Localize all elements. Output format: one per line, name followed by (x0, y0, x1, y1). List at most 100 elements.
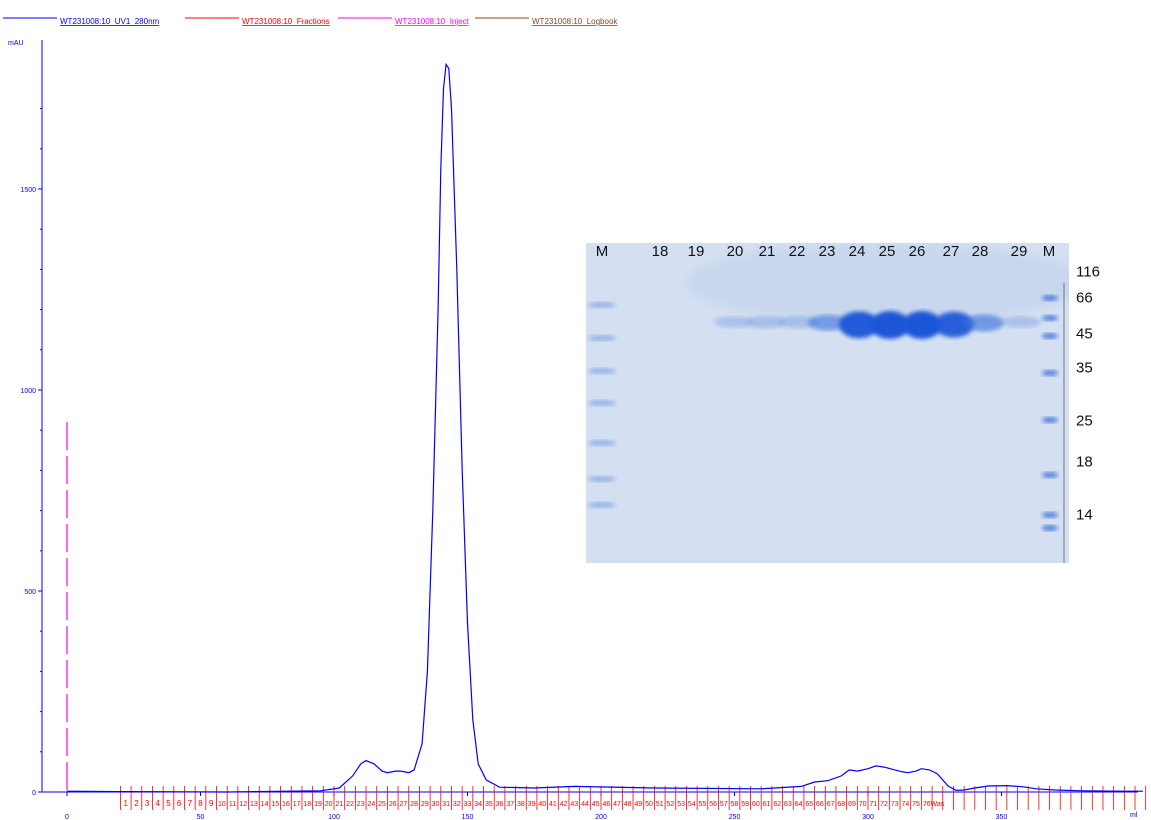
x-tick-label: 150 (462, 814, 474, 820)
protein-band (778, 315, 818, 329)
gel-lane-label: M (595, 243, 609, 260)
fraction-label: 39 (528, 801, 536, 808)
fraction-label: 42 (560, 801, 568, 808)
fraction-label: 7 (188, 799, 193, 808)
fraction-label: 59 (741, 801, 749, 808)
x-tick-label: 100 (328, 814, 340, 820)
fraction-label: 37 (506, 801, 514, 808)
fraction-label: 65 (805, 801, 813, 808)
fraction-label: 11 (229, 801, 236, 808)
fraction-label: 13 (250, 801, 258, 808)
sds-page-gel-image (586, 243, 1069, 563)
legend-label: WT231008:10_Fractions (242, 17, 330, 26)
x-axis-title: ml (1130, 812, 1138, 819)
fraction-label: 76 (923, 801, 931, 808)
protein-band (964, 314, 1004, 332)
marker-band (588, 502, 616, 508)
fraction-label: 43 (570, 801, 578, 808)
fraction-label: 47 (613, 801, 621, 808)
fraction-label: 57 (720, 801, 728, 808)
gel-lane-label: 21 (758, 243, 776, 260)
fraction-label: 16 (282, 801, 290, 808)
gel-lane-label: 22 (788, 243, 806, 260)
x-tick-label: 200 (595, 814, 607, 820)
fraction-label: 74 (901, 801, 909, 808)
fraction-label: 2 (134, 799, 139, 808)
fraction-label: 48 (624, 801, 632, 808)
gel-lane-label: 23 (818, 243, 836, 260)
fraction-label: 20 (325, 801, 333, 808)
fraction-label: 56 (709, 801, 717, 808)
x-tick-label: 0 (65, 814, 69, 820)
gel-mw-label: 66 (1076, 289, 1093, 307)
fraction-label: 8 (198, 799, 203, 808)
fraction-label: 66 (816, 801, 824, 808)
fraction-label: 27 (400, 801, 408, 808)
fraction-label: 4 (156, 799, 161, 808)
y-tick-label: 0 (32, 790, 36, 797)
marker-band (588, 335, 616, 341)
fraction-label: 14 (261, 801, 269, 808)
gel-mw-label: 116 (1076, 263, 1100, 281)
gel-mw-label: 45 (1076, 325, 1093, 343)
gel-mw-label: 14 (1076, 506, 1093, 524)
fraction-label: 53 (677, 801, 685, 808)
fraction-label: 49 (634, 801, 642, 808)
x-tick-label: 50 (197, 814, 205, 820)
fraction-label: 5 (166, 799, 171, 808)
gel-lane-label: 19 (687, 243, 705, 260)
fraction-label: 45 (592, 801, 600, 808)
fraction-label: 55 (699, 801, 707, 808)
gel-lane-label: 28 (971, 243, 989, 260)
marker-band (588, 368, 616, 374)
y-tick-label: 500 (24, 589, 36, 596)
marker-band (1042, 512, 1058, 518)
gel-mw-label: 18 (1076, 453, 1093, 471)
marker-band (1042, 370, 1058, 376)
fraction-label: 28 (410, 801, 418, 808)
protein-band (746, 315, 786, 329)
fraction-label: 69 (848, 801, 856, 808)
fraction-label: Was (931, 801, 945, 808)
fraction-label: 36 (496, 801, 504, 808)
fraction-label: 18 (303, 801, 311, 808)
marker-band (1042, 295, 1058, 301)
gel-mw-label: 35 (1076, 359, 1093, 377)
protein-band (870, 311, 910, 339)
fraction-label: 38 (517, 801, 525, 808)
gel-lane-label: 26 (908, 243, 926, 260)
fraction-label: 19 (314, 801, 322, 808)
marker-band (1042, 472, 1058, 478)
fraction-label: 67 (827, 801, 835, 808)
gel-lane-label: 20 (726, 243, 744, 260)
gel-lane-label: 24 (848, 243, 866, 260)
marker-band (1042, 315, 1058, 321)
fraction-label: 58 (731, 801, 739, 808)
gel-lane-label: 25 (878, 243, 896, 260)
fraction-label: 17 (293, 801, 301, 808)
x-tick-label: 300 (862, 814, 874, 820)
gel-lane-label: 27 (942, 243, 960, 260)
fraction-label: 73 (891, 801, 899, 808)
fraction-label: 61 (763, 801, 771, 808)
fraction-label: 22 (346, 801, 354, 808)
fraction-label: 46 (602, 801, 610, 808)
fraction-label: 6 (177, 799, 182, 808)
fraction-label: 25 (378, 801, 386, 808)
fraction-label: 9 (209, 799, 214, 808)
fraction-label: 1 (124, 799, 129, 808)
fraction-label: 64 (795, 801, 803, 808)
fraction-label: 32 (453, 801, 461, 808)
fraction-label: 63 (784, 801, 792, 808)
protein-band (902, 311, 942, 339)
fraction-label: 71 (869, 801, 877, 808)
marker-band (1042, 525, 1058, 531)
fraction-label: 35 (485, 801, 493, 808)
fraction-label: 52 (667, 801, 675, 808)
fraction-label: 72 (880, 801, 888, 808)
legend-label: WT231008:10_Inject (395, 17, 470, 26)
fraction-label: 24 (367, 801, 375, 808)
fraction-label: 50 (645, 801, 653, 808)
marker-band (588, 476, 616, 482)
y-tick-label: 1500 (20, 187, 36, 194)
